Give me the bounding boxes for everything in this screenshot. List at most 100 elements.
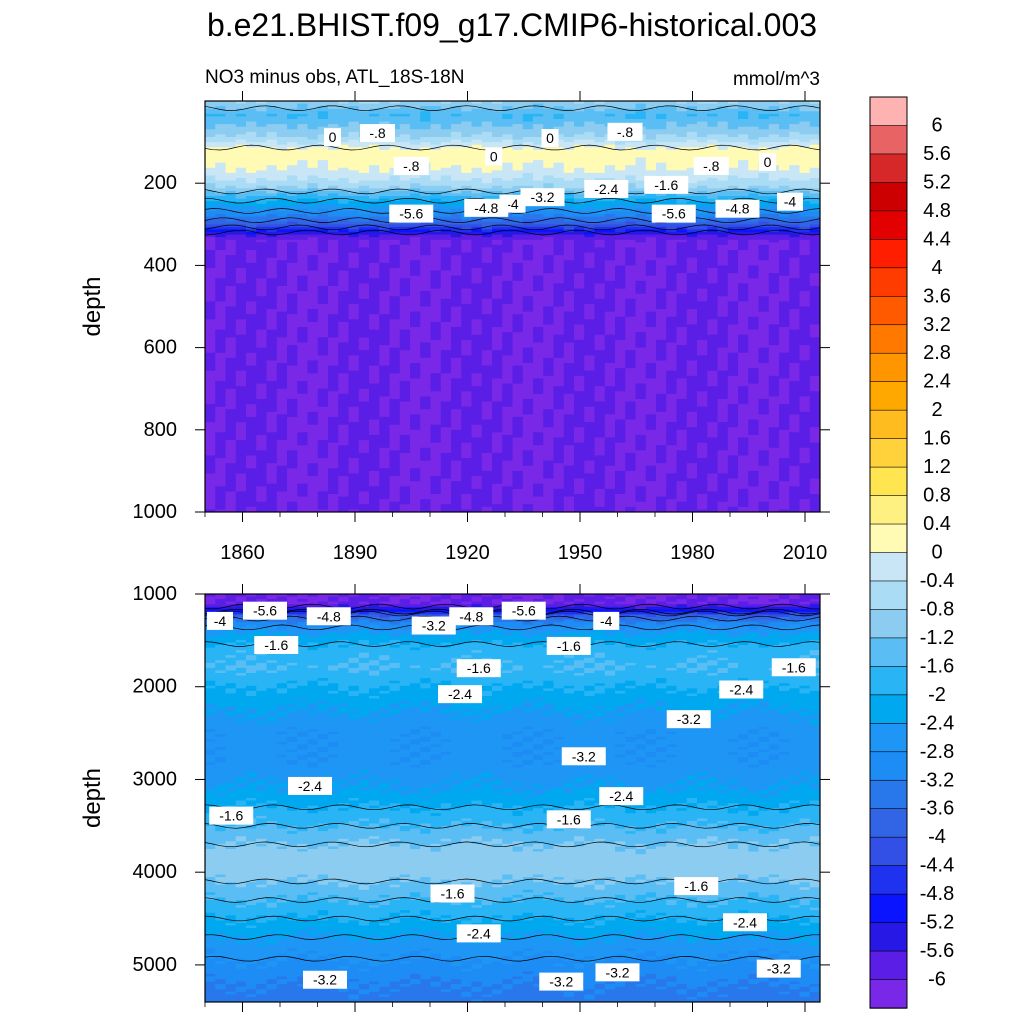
contour-cell — [799, 257, 811, 261]
contour-cell — [656, 283, 667, 287]
contour-cell — [615, 103, 626, 107]
contour-cell — [276, 298, 288, 302]
contour-cell — [563, 118, 575, 123]
contour-cell — [246, 208, 257, 213]
contour-cell — [297, 172, 309, 177]
contour-cell — [717, 293, 729, 297]
contour-cell — [338, 296, 350, 300]
contour-cell — [768, 229, 780, 233]
contour-cell — [420, 147, 432, 151]
contour-cell — [738, 257, 749, 261]
contour-cell — [266, 311, 278, 315]
contour-cell — [399, 260, 411, 264]
contour-cell — [666, 144, 678, 148]
contour-cell — [502, 216, 514, 220]
contour-cell — [246, 162, 257, 166]
contour-cell — [369, 193, 380, 197]
contour-cell — [604, 229, 616, 233]
contour-cell — [287, 208, 298, 213]
contour-cell — [553, 183, 565, 187]
contour-cell — [287, 275, 298, 279]
contour-cell — [287, 211, 298, 215]
contour-cell — [276, 101, 288, 105]
contour-cell — [215, 131, 227, 135]
contour-cell — [420, 285, 432, 290]
contour-cell — [256, 208, 268, 213]
contour-cell — [328, 247, 339, 251]
contour-cell — [297, 267, 309, 272]
contour-cell — [492, 257, 503, 261]
contour-cell — [338, 101, 350, 105]
contour-cell — [481, 303, 493, 308]
contour-cell — [707, 296, 719, 300]
contour-cell — [799, 247, 811, 251]
contour-cell — [246, 196, 257, 200]
contour-cell — [645, 275, 657, 279]
contour-cell — [717, 188, 729, 192]
contour-cell — [707, 221, 719, 225]
contour-cell — [543, 170, 555, 174]
contour-cell — [379, 111, 391, 115]
contour-cell — [512, 278, 524, 282]
contour-cell — [604, 221, 616, 225]
contour-cell — [307, 311, 319, 315]
contour-cell — [533, 278, 544, 282]
contour-cell — [686, 260, 698, 264]
contour-cell — [430, 298, 442, 302]
contour-cell — [717, 136, 729, 141]
contour-cell — [656, 311, 667, 315]
contour-cell — [225, 172, 237, 177]
contour-cell — [225, 206, 237, 210]
contour-cell — [461, 247, 473, 251]
contour-cell — [594, 237, 606, 241]
contour-cell — [645, 216, 657, 220]
contour-cell — [533, 232, 544, 236]
contour-cell — [645, 124, 657, 128]
contour-cell — [246, 309, 257, 313]
contour-cell — [461, 134, 473, 138]
contour-cell — [215, 152, 227, 156]
contour-cell — [676, 244, 688, 249]
contour-cell — [297, 283, 309, 287]
contour-cell — [307, 108, 319, 112]
contour-cell — [779, 267, 790, 272]
contour-cell — [430, 311, 442, 315]
contour-cell — [420, 249, 432, 254]
contour-cell — [625, 116, 637, 120]
contour-cell — [656, 298, 667, 302]
contour-cell — [717, 311, 729, 315]
contour-cell — [297, 273, 309, 277]
contour-cell — [563, 101, 575, 105]
contour-cell — [399, 234, 411, 238]
contour-cell — [625, 111, 637, 115]
contour-cell — [502, 278, 514, 282]
contour-cell — [553, 226, 565, 231]
contour-cell — [317, 273, 329, 277]
contour-cell — [461, 131, 473, 135]
contour-cell — [358, 237, 370, 241]
contour-cell — [594, 152, 606, 156]
contour-cell — [328, 147, 339, 151]
contour-cell — [420, 255, 432, 259]
contour-cell — [748, 175, 760, 179]
contour-cell — [492, 183, 503, 187]
contour-cell — [666, 242, 678, 246]
contour-cell — [451, 309, 462, 313]
contour-cell — [297, 219, 309, 223]
contour-cell — [410, 124, 421, 128]
contour-cell — [440, 113, 452, 118]
contour-cell — [738, 288, 749, 292]
contour-cell — [297, 244, 309, 249]
contour-cell — [502, 244, 514, 249]
contour-cell — [328, 152, 339, 156]
contour-cell — [440, 172, 452, 177]
contour-cell — [358, 201, 370, 205]
contour-cell — [553, 298, 565, 302]
contour-cell — [246, 139, 257, 143]
contour-cell — [461, 129, 473, 133]
contour-cell — [297, 252, 309, 256]
contour-cell — [758, 306, 770, 310]
contour-cell — [748, 144, 760, 148]
contour-cell — [461, 178, 473, 182]
contour-cell — [779, 255, 790, 259]
